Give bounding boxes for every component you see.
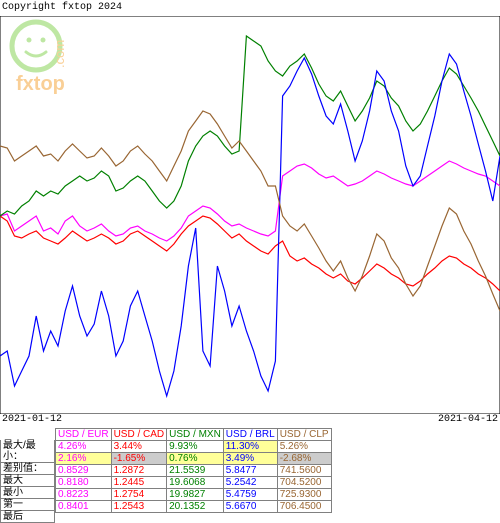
series-line [0,36,500,216]
table-cell: 0.76% [167,453,224,465]
row-label [1,429,55,440]
table-cell: 5.4759 [223,489,277,501]
table-cell: 706.4500 [277,501,331,513]
table-cell: 4.26% [56,441,112,453]
table-cell: 21.5539 [167,465,224,477]
table-cell: 3.44% [111,441,167,453]
x-axis-end-date: 2021-04-12 [438,414,498,425]
currency-data-table: USD / EURUSD / CADUSD / MXNUSD / BRLUSD … [55,428,332,513]
column-header: USD / EUR [56,429,112,441]
table-cell: 1.2754 [111,489,167,501]
table-cell: 3.49% [223,453,277,465]
table-cell: 5.8477 [223,465,277,477]
table-cell: 0.8529 [56,465,112,477]
table-cell: 5.2542 [223,477,277,489]
column-header: USD / CAD [111,429,167,441]
row-label: 最大/最小： [1,440,55,463]
table-cell: 0.8401 [56,501,112,513]
row-label: 最大 [1,475,55,487]
table-cell: 5.6670 [223,501,277,513]
column-header: USD / MXN [167,429,224,441]
table-cell: 1.2445 [111,477,167,489]
row-label: 差别值： [1,463,55,475]
table-row-labels: 最大/最小：差别值：最大最小第一最后 [0,428,55,523]
table-cell: 11.30% [223,441,277,453]
table-cell: 5.26% [277,441,331,453]
column-header: USD / CLP [277,429,331,441]
x-axis-start-date: 2021-01-12 [2,414,62,425]
table-cell: 0.8180 [56,477,112,489]
table-cell: 704.5200 [277,477,331,489]
row-label: 第一 [1,499,55,511]
table-cell: 2.16% [56,453,112,465]
series-line [0,161,500,241]
table-cell: -2.68% [277,453,331,465]
column-header: USD / BRL [223,429,277,441]
table-cell: 9.93% [167,441,224,453]
row-label: 最小 [1,487,55,499]
series-line [0,216,500,291]
table-cell: 19.9827 [167,489,224,501]
series-line [0,54,500,396]
table-cell: 0.8223 [56,489,112,501]
table-cell: 1.2543 [111,501,167,513]
table-cell: 19.6068 [167,477,224,489]
row-label: 最后 [1,511,55,523]
copyright-text: Copyright fxtop 2024 [2,2,122,13]
table-cell: 1.2872 [111,465,167,477]
table-cell: 741.5600 [277,465,331,477]
table-cell: -1.65% [111,453,167,465]
currency-chart [0,16,500,414]
table-cell: 20.1352 [167,501,224,513]
series-line [0,111,500,311]
table-cell: 725.9300 [277,489,331,501]
